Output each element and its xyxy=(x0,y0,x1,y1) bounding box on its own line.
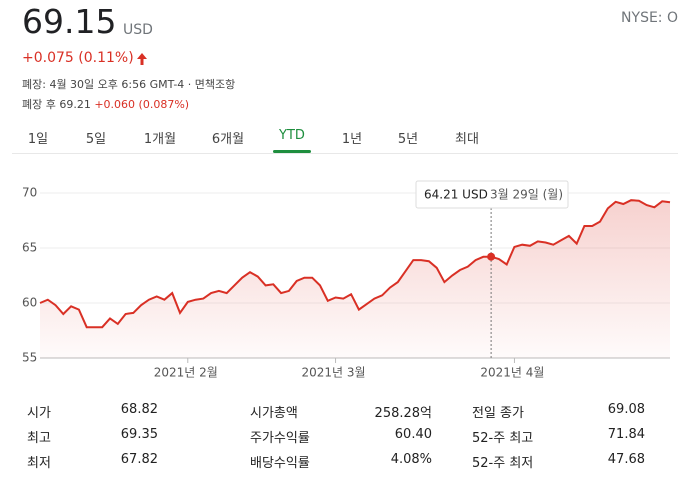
tab[interactable]: 5년 xyxy=(397,132,419,147)
y-tick-label: 65 xyxy=(22,241,37,255)
after-hours: 폐장 후 69.21 +0.060 (0.087%) xyxy=(22,96,189,112)
y-tick-label: 60 xyxy=(22,296,37,310)
tab[interactable]: 최대 xyxy=(455,132,479,147)
currency: USD xyxy=(123,22,153,38)
tooltip-box xyxy=(415,180,569,209)
price: 69.15 xyxy=(22,2,117,41)
stat-value: 47.68 xyxy=(607,452,645,467)
up-arrow xyxy=(137,53,147,65)
stat-label: 주가수익률 xyxy=(250,431,310,446)
after-hours-change: +0.060 (0.087%) xyxy=(94,98,190,111)
change: +0.075 (0.11%) xyxy=(22,50,134,66)
active-tab-underline xyxy=(273,150,311,153)
stat-label: 52-주 최고 xyxy=(472,431,534,446)
stat-label: 배당수익률 xyxy=(250,456,310,471)
tab[interactable]: 6개월 xyxy=(211,132,245,147)
tooltip-date: 3월 29일 (월) xyxy=(490,188,563,202)
tab[interactable]: 1년 xyxy=(341,132,363,147)
line xyxy=(39,199,671,329)
closed-info: 폐장: 4월 30일 오후 6:56 GMT-4 · 면책조항 xyxy=(22,78,236,91)
tab[interactable]: 1개월 xyxy=(143,132,177,147)
after-hours-label: 폐장 후 69.21 xyxy=(22,98,91,111)
x-tick-label: 2021년 2월 xyxy=(154,366,218,380)
tooltip-value: 64.21 USD xyxy=(424,188,488,202)
stat-value: 69.08 xyxy=(607,402,645,417)
x-tick-label: 2021년 3월 xyxy=(302,366,366,380)
y-tick-label: 55 xyxy=(22,351,37,365)
area xyxy=(40,200,670,358)
stat-value: 60.40 xyxy=(394,427,432,442)
stat-value: 4.08% xyxy=(390,452,432,467)
stat-label: 52-주 최저 xyxy=(472,456,534,471)
tab[interactable]: YTD xyxy=(279,128,305,143)
chart: 55 60 65 70 2021년 2월 2021년 3월 2021년 4월 64.21 US… xyxy=(22,180,671,380)
hover-point xyxy=(487,252,496,261)
stat-value: 71.84 xyxy=(607,427,645,442)
stat-label: 최저 xyxy=(27,456,51,471)
stat-value: 67.82 xyxy=(120,452,158,467)
tab-divider xyxy=(12,153,678,154)
stat-label: 시가 xyxy=(27,406,51,421)
exchange: NYSE: O xyxy=(621,10,678,26)
x-tick-label: 2021년 4월 xyxy=(480,366,544,380)
stat-value: 68.82 xyxy=(120,402,158,417)
stat-value: 258.28억 xyxy=(374,406,432,421)
stat-value: 69.35 xyxy=(120,427,158,442)
tab[interactable]: 5일 xyxy=(85,132,107,147)
y-tick-label: 70 xyxy=(22,186,37,200)
stat-label: 시가총액 xyxy=(250,406,298,421)
tab[interactable]: 1일 xyxy=(27,132,49,147)
stat-label: 최고 xyxy=(27,431,51,446)
stat-label: 전일 종가 xyxy=(472,406,524,421)
